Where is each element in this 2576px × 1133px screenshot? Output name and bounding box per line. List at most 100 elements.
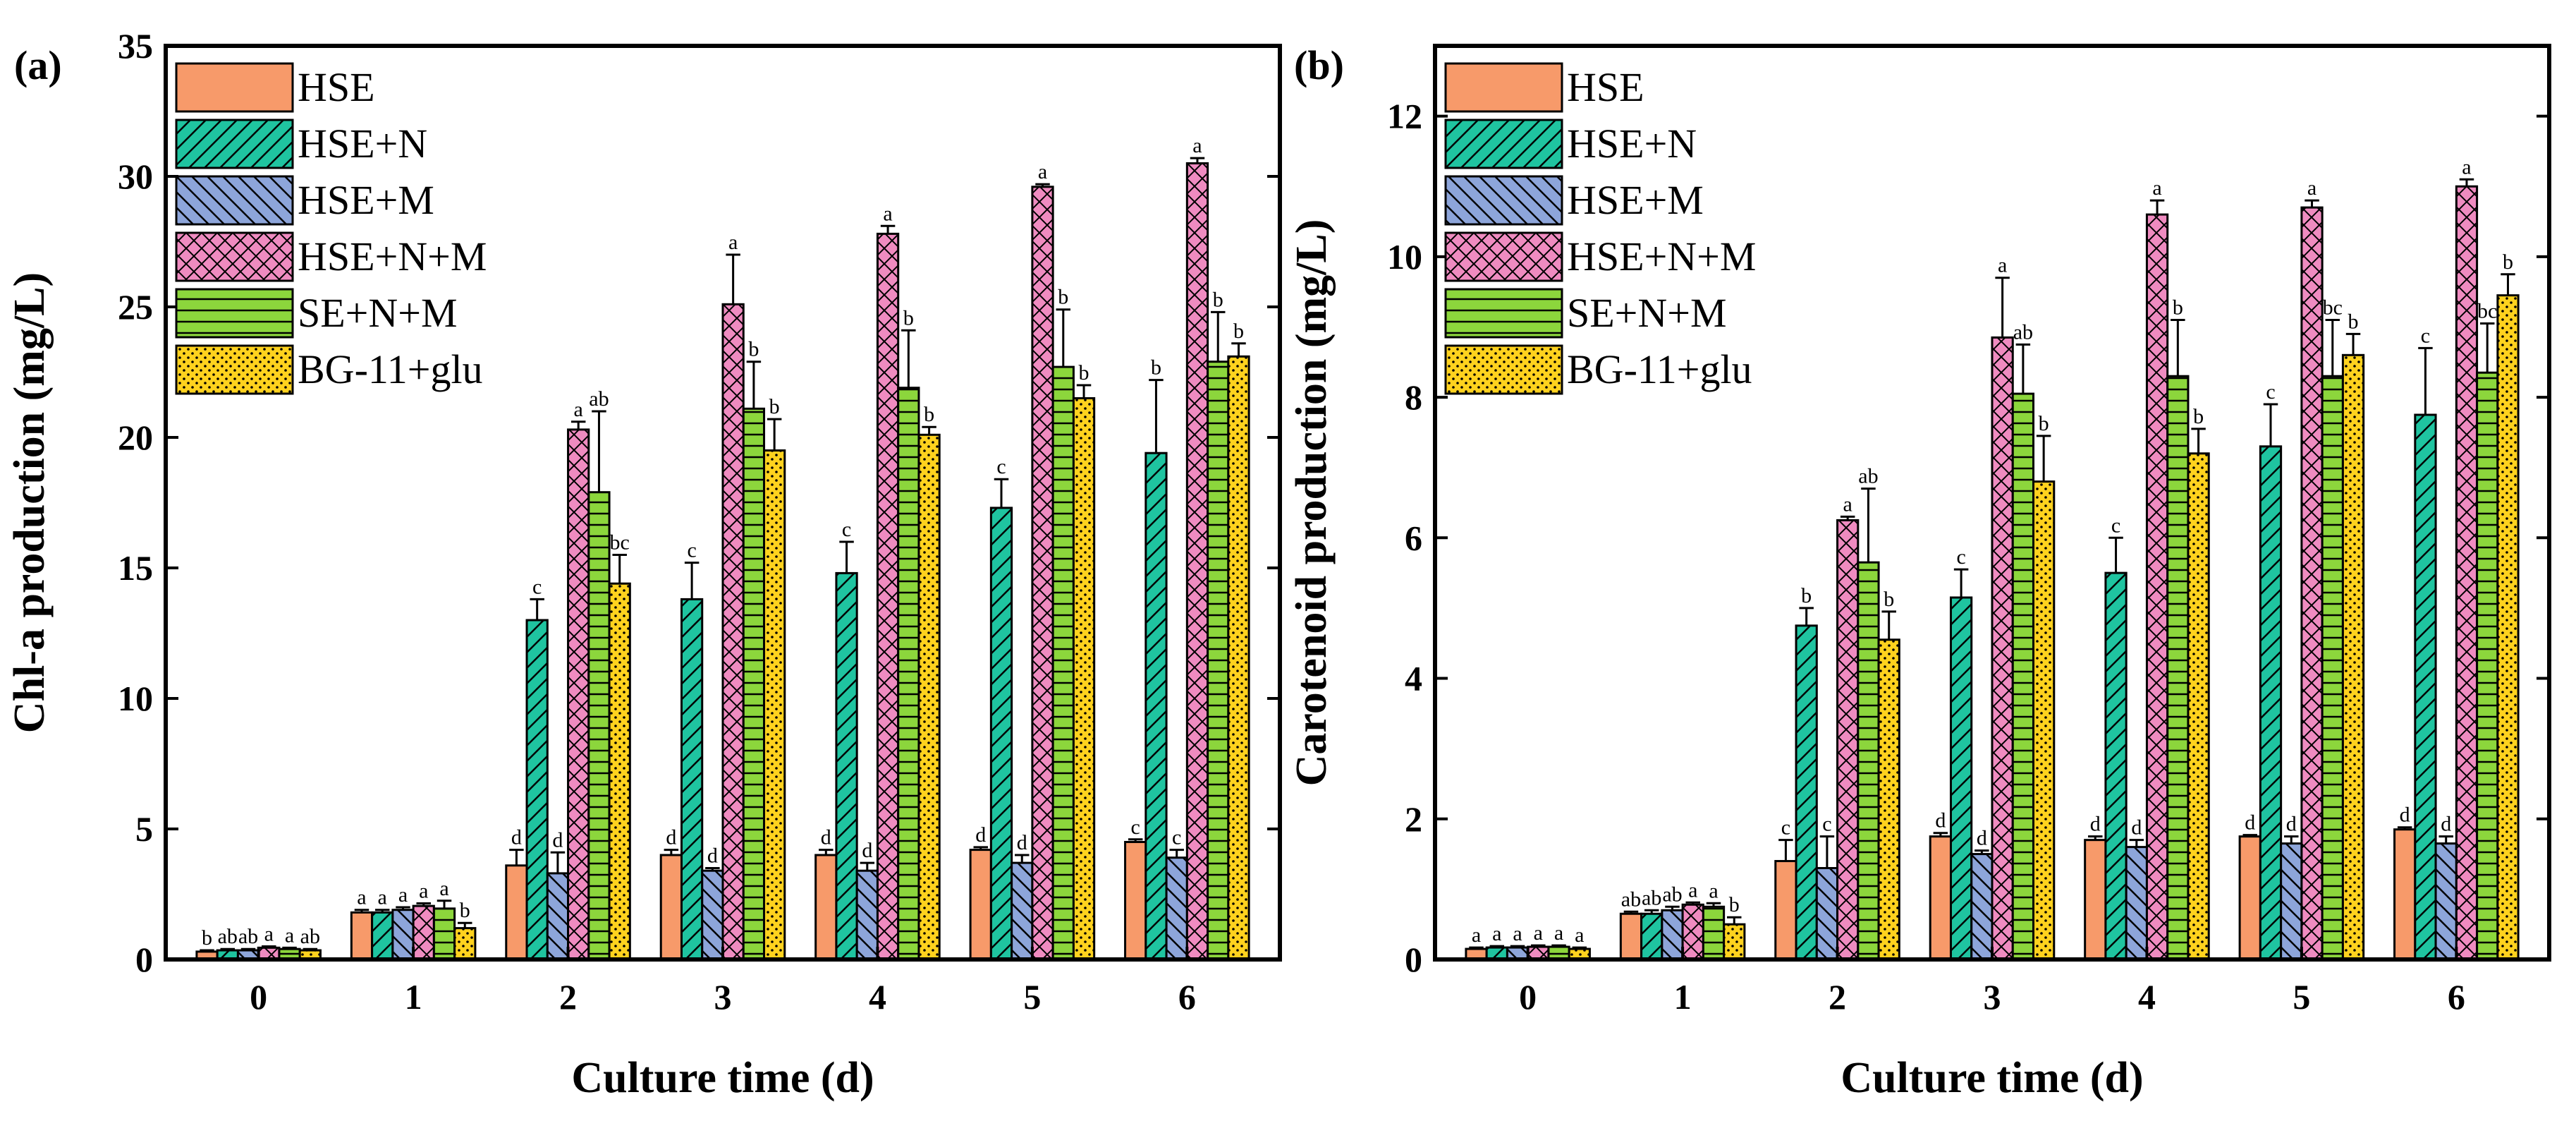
legend-swatch (175, 62, 294, 113)
significance-label: ab (589, 387, 609, 411)
error-bar (1035, 183, 1050, 187)
error-bar (2479, 322, 2495, 373)
bar-pattern (454, 928, 475, 959)
significance-label: b (460, 899, 470, 922)
significance-label: a (1575, 923, 1584, 947)
legend-label: HSE+M (1567, 177, 1704, 223)
bar-pattern (1166, 857, 1188, 959)
legend: HSE HSE+N HSE+M HSE+N+M SE+N+M BG-11+glu (175, 62, 487, 395)
error-bar (1531, 944, 1546, 947)
bar (1619, 912, 1643, 961)
significance-label: d (821, 826, 831, 849)
bar-pattern (1661, 910, 1683, 959)
significance-label: c (1131, 816, 1140, 839)
significance-label: b (1801, 584, 1812, 607)
error-bar (1819, 835, 1835, 868)
panel-label: (b) (1294, 42, 1344, 88)
bar-pattern (279, 949, 300, 959)
error-bar (2305, 199, 2319, 208)
x-tick-label: 3 (1984, 977, 2001, 1017)
bar-pattern (743, 408, 764, 959)
error-bar (1149, 379, 1164, 454)
bar-pattern (527, 620, 548, 959)
error-bar (1015, 854, 1030, 864)
bar-pattern (2301, 207, 2323, 960)
legend-swatch-pattern (1446, 176, 1562, 224)
significance-label: b (1058, 286, 1068, 309)
significance-label: bc (2323, 296, 2343, 320)
bar-pattern (1145, 453, 1167, 959)
error-bar (240, 947, 256, 951)
bar-pattern (1723, 924, 1745, 959)
significance-label: b (2503, 250, 2513, 274)
significance-label: ab (238, 925, 258, 948)
bar-pattern (1569, 949, 1590, 959)
y-tick-label: 5 (135, 809, 153, 849)
bar-pattern (1703, 907, 1724, 959)
significance-label: b (769, 395, 780, 418)
error-bar (2108, 536, 2123, 574)
error-bar (416, 902, 431, 907)
significance-label: d (707, 844, 718, 868)
error-bar (1128, 838, 1143, 842)
error-bar (2501, 273, 2515, 296)
significance-label: a (378, 886, 387, 909)
bar-pattern (1857, 562, 1879, 959)
legend-swatch-pattern (176, 233, 293, 281)
bar (505, 864, 528, 961)
bar-pattern (2167, 376, 2188, 959)
bar-pattern (1683, 904, 1704, 959)
error-bar (282, 946, 297, 950)
bar-pattern (1228, 356, 1250, 959)
significance-label: d (1017, 831, 1027, 854)
significance-label: b (1151, 356, 1161, 380)
error-bar (1551, 944, 1566, 947)
significance-label: a (2152, 176, 2161, 200)
significance-label: a (439, 877, 448, 900)
bar-pattern (723, 304, 744, 959)
significance-label: c (2266, 380, 2275, 404)
significance-label: b (202, 926, 212, 950)
x-tick-label: 6 (1178, 977, 1196, 1017)
significance-label: b (2348, 310, 2359, 333)
significance-label: a (1554, 921, 1563, 945)
error-bar (2459, 178, 2474, 187)
legend-item: HSE+N+M (1444, 231, 1756, 282)
significance-label: c (1781, 816, 1790, 840)
significance-label: a (2462, 155, 2471, 178)
error-bar (1706, 902, 1721, 907)
bar (1774, 860, 1797, 961)
bar-pattern (547, 873, 568, 959)
bar-pattern (372, 912, 393, 959)
y-tick-label: 35 (118, 26, 153, 66)
error-bar (664, 849, 679, 855)
series-hse: bad d d d c (195, 816, 1147, 961)
legend-label: BG-11+glu (298, 346, 483, 392)
significance-label: d (2400, 804, 2410, 827)
x-tick-label: 5 (2293, 977, 2310, 1017)
x-tick-label: 4 (869, 977, 886, 1017)
error-bar (1231, 342, 1246, 357)
error-bar (973, 846, 988, 850)
error-bar (550, 851, 566, 873)
legend-item: BG-11+glu (175, 344, 483, 395)
significance-label: b (903, 306, 914, 329)
y-tick-label: 0 (1405, 940, 1422, 979)
x-tick-label: 3 (714, 977, 732, 1017)
error-bar (1685, 901, 1700, 905)
y-tick-label: 6 (1405, 518, 1422, 557)
significance-label: c (1822, 813, 1831, 836)
error-bar (746, 360, 762, 409)
error-bar (1861, 487, 1876, 563)
bar-pattern (238, 950, 259, 959)
bar-pattern (2013, 394, 2034, 959)
bar-pattern (2456, 186, 2477, 960)
y-tick-label: 10 (1387, 237, 1422, 277)
error-bar (684, 562, 700, 600)
y-axis-title: Carotenoid production (mg/L) (1288, 219, 1336, 787)
significance-label: a (285, 923, 294, 947)
error-bar (2397, 826, 2412, 830)
error-bar (2171, 319, 2185, 377)
